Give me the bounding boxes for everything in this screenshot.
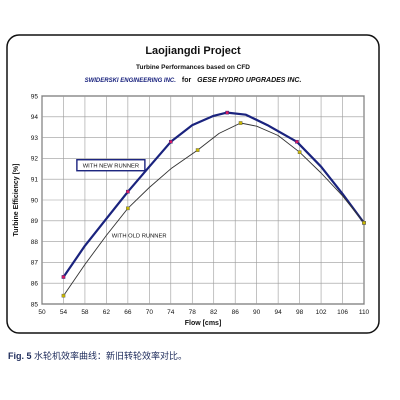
caption-text: 水轮机效率曲线：新旧转轮效率对比。 xyxy=(34,351,188,361)
x-tick-label: 94 xyxy=(275,309,283,316)
y-tick-label: 94 xyxy=(31,114,39,121)
chart-title: Laojiangdi Project xyxy=(145,45,241,57)
chart-credit: SWIDERSKI ENGINEERING INC. for GESE HYDR… xyxy=(85,77,302,84)
y-tick-label: 86 xyxy=(31,281,39,288)
data-point xyxy=(295,139,299,144)
y-tick-label: 88 xyxy=(31,239,39,246)
x-tick-label: 90 xyxy=(253,309,261,316)
x-tick-label: 102 xyxy=(316,309,327,316)
series-labels: WITH NEW RUNNER WITH OLD RUNNER xyxy=(76,159,167,239)
credit-right: GESE HYDRO UPGRADES INC. xyxy=(197,77,301,84)
series-label-old-runner: WITH OLD RUNNER xyxy=(112,233,167,239)
caption-label: Fig. 5 xyxy=(8,351,32,361)
y-tick-label: 90 xyxy=(31,197,39,204)
data-point xyxy=(297,150,302,154)
data-point xyxy=(61,293,66,298)
x-tick-label: 62 xyxy=(103,309,111,316)
y-tick-label: 92 xyxy=(31,156,39,163)
y-tick-label: 95 xyxy=(31,93,39,100)
x-tick-label: 110 xyxy=(359,309,370,316)
series-line-old-runner xyxy=(63,122,365,296)
credit-left: SWIDERSKI ENGINEERING INC. xyxy=(85,78,177,84)
y-tick-label: 85 xyxy=(31,301,39,308)
x-tick-label: 98 xyxy=(296,309,304,316)
x-axis-label: Flow [cms] xyxy=(185,320,222,327)
x-tick-label: 66 xyxy=(124,309,132,316)
grid xyxy=(41,95,365,305)
x-tick-label: 74 xyxy=(167,309,175,316)
y-tick-label: 93 xyxy=(31,135,39,142)
credit-mid: for xyxy=(182,77,192,84)
x-tick-label: 54 xyxy=(60,309,68,316)
figure-caption: Fig. 5 水轮机效率曲线：新旧转轮效率对比。 xyxy=(8,349,392,362)
x-tick-label: 50 xyxy=(38,309,46,316)
data-point xyxy=(61,275,66,279)
series-layer xyxy=(61,110,366,298)
series-label-new-runner: WITH NEW RUNNER xyxy=(83,164,139,170)
data-point xyxy=(238,121,243,125)
chart-subtitle: Turbine Performances based on CFD xyxy=(136,64,250,71)
x-tick-label: 86 xyxy=(232,309,240,316)
y-tick-label: 87 xyxy=(31,260,39,267)
data-point xyxy=(195,148,200,152)
data-point xyxy=(126,189,130,194)
y-axis-label: Turbine Efficiency [%] xyxy=(13,164,20,237)
series-line-new-runner xyxy=(62,111,365,278)
data-point xyxy=(225,110,229,115)
x-tick-label: 82 xyxy=(210,309,218,316)
label-box-new-runner xyxy=(76,159,146,172)
y-tick-label: 91 xyxy=(31,177,39,184)
x-tick-label: 78 xyxy=(189,309,197,316)
x-tick-label: 106 xyxy=(337,309,348,316)
data-point xyxy=(126,206,130,211)
x-tick-label: 70 xyxy=(146,309,154,316)
x-tick-label: 58 xyxy=(81,309,89,316)
y-tick-labels: 85 86 87 88 89 90 91 92 93 94 95 xyxy=(31,93,39,308)
data-point xyxy=(362,221,366,225)
x-tick-labels: 50 54 58 62 66 70 74 78 82 86 90 94 98 102 106 110 xyxy=(38,309,369,316)
efficiency-chart: Laojiangdi Project Turbine Performances … xyxy=(6,34,380,334)
data-point xyxy=(168,139,173,144)
y-tick-label: 89 xyxy=(31,218,39,225)
